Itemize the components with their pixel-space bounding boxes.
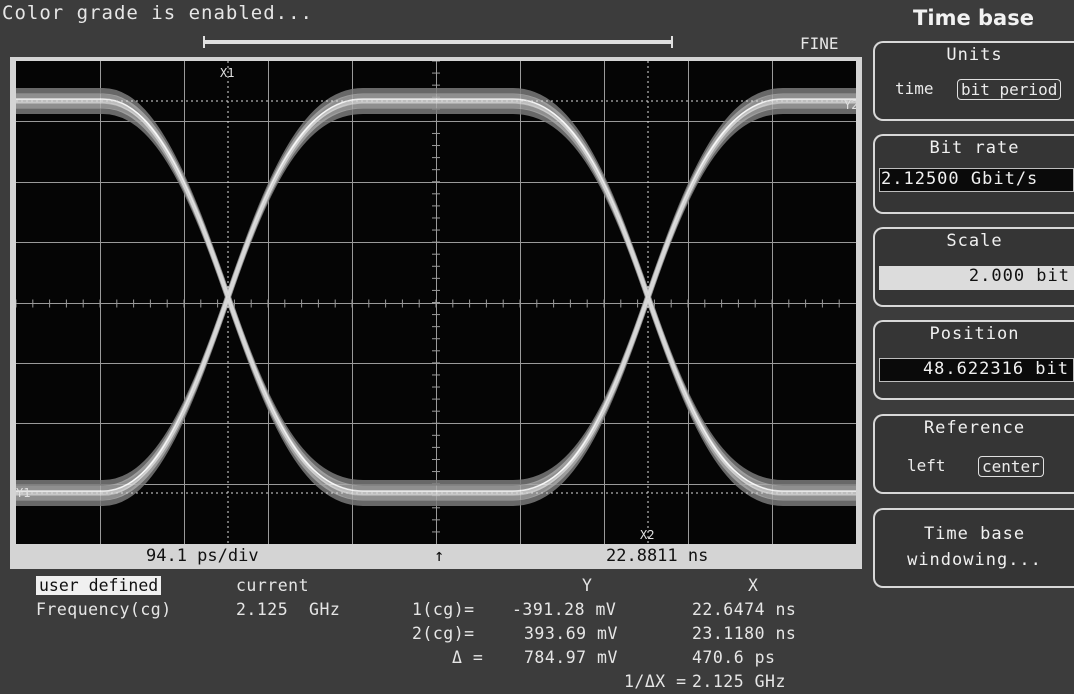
delta-y-value: 784.97 mV [524,648,618,667]
marker-x1-label: X1 [220,66,234,80]
units-softkey[interactable]: Units time bit period [873,41,1074,121]
marker-lines [16,61,856,544]
scale-value[interactable]: 2.000 bit [879,266,1074,290]
knob-mode-label: FINE [800,34,839,53]
marker1-label: 1(cg)= [412,600,475,619]
bit-rate-softkey[interactable]: Bit rate 2.12500 Gbit/s [873,134,1074,214]
scale-softkey[interactable]: Scale 2.000 bit [873,227,1074,307]
position-value[interactable]: 48.622316 bit [879,358,1074,382]
windowing-line2: windowing... [907,550,1042,570]
marker2-y-value: 393.69 mV [524,624,618,643]
windowing-line1: Time base [923,524,1026,544]
panel-title: Time base [913,6,1034,30]
delta-x-value: 470.6 ps [692,648,776,667]
time-offset: 22.8811 ns [606,546,709,566]
column-x-header: X [748,576,759,595]
frequency-label: Frequency(cg) [36,600,172,619]
units-option-time[interactable]: time [895,79,934,98]
units-option-bit-period[interactable]: bit period [957,79,1062,100]
reference-option-center[interactable]: center [978,456,1044,477]
marker-y1-label: Y1 [16,486,30,500]
current-label: current [236,576,310,595]
marker1-x-value: 22.6474 ns [692,600,797,619]
column-y-header: Y [582,576,593,595]
units-title: Units [946,45,1003,65]
marker2-label: 2(cg)= [412,624,475,643]
marker1-y-value: -391.28 mV [512,600,617,619]
reference-option-left[interactable]: left [907,456,946,475]
scale-title: Scale [946,231,1003,251]
inverse-delta-x-label: 1/ΔX = [624,672,687,691]
position-title: Position [929,324,1020,344]
marker-x2-label: X2 [640,528,654,542]
eye-diagram-trace [16,88,856,506]
measurement-mode-label[interactable]: user defined [36,576,162,595]
marker-y2-label: Y2 [844,98,856,112]
timebase-windowing-softkey[interactable]: Time base windowing... [873,508,1074,588]
scale-per-div: 94.1 ps/div [146,546,259,566]
bit-rate-value[interactable]: 2.12500 Gbit/s [879,168,1074,192]
inverse-delta-x-value: 2.125 GHz [692,672,786,691]
reference-softkey[interactable]: Reference left center [873,414,1074,494]
waveform-display[interactable]: X1 X2 Y1 Y2 [16,61,856,544]
reference-title: Reference [923,418,1026,438]
timebase-status-bar: 94.1 ps/div ↑ 22.8811 ns [16,544,856,568]
frequency-value: 2.125 GHz [236,600,341,619]
knob-position-indicator [203,36,673,48]
delta-label: Δ = [452,648,484,667]
eye-diagram-graticule: X1 X2 Y1 Y2 [16,61,856,544]
trigger-arrow-icon: ↑ [434,546,445,566]
position-softkey[interactable]: Position 48.622316 bit [873,320,1074,400]
bit-rate-title: Bit rate [929,138,1020,158]
graticule-grid [16,61,856,544]
marker2-x-value: 23.1180 ns [692,624,797,643]
status-message: Color grade is enabled... [2,2,313,24]
